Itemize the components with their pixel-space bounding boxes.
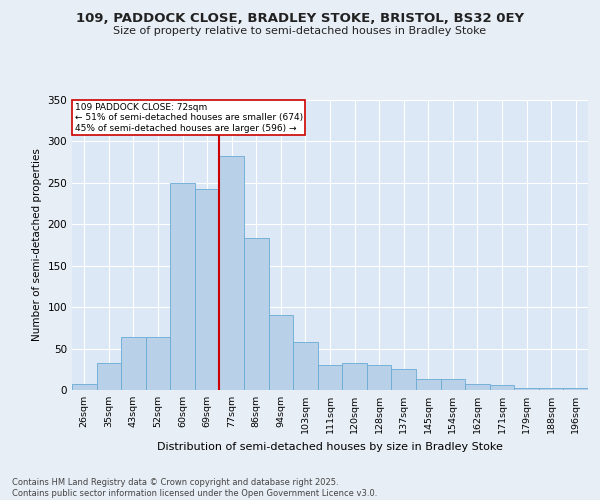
Bar [220, 156, 244, 390]
Bar [440, 379, 465, 390]
Bar [293, 342, 318, 390]
Bar [170, 183, 195, 390]
Text: 109, PADDOCK CLOSE, BRADLEY STOKE, BRISTOL, BS32 0EY: 109, PADDOCK CLOSE, BRADLEY STOKE, BRIST… [76, 12, 524, 26]
X-axis label: Distribution of semi-detached houses by size in Bradley Stoke: Distribution of semi-detached houses by … [157, 442, 503, 452]
Bar [244, 238, 269, 390]
Text: Size of property relative to semi-detached houses in Bradley Stoke: Size of property relative to semi-detach… [113, 26, 487, 36]
Bar [367, 365, 391, 390]
Y-axis label: Number of semi-detached properties: Number of semi-detached properties [32, 148, 42, 342]
Bar [490, 385, 514, 390]
Text: 109 PADDOCK CLOSE: 72sqm
← 51% of semi-detached houses are smaller (674)
45% of : 109 PADDOCK CLOSE: 72sqm ← 51% of semi-d… [74, 103, 303, 132]
Bar [72, 384, 97, 390]
Bar [539, 388, 563, 390]
Bar [342, 364, 367, 390]
Text: Contains HM Land Registry data © Crown copyright and database right 2025.
Contai: Contains HM Land Registry data © Crown c… [12, 478, 377, 498]
Bar [269, 316, 293, 390]
Bar [97, 362, 121, 390]
Bar [514, 388, 539, 390]
Bar [391, 370, 416, 390]
Bar [146, 337, 170, 390]
Bar [465, 384, 490, 390]
Bar [563, 388, 588, 390]
Bar [318, 365, 342, 390]
Bar [121, 337, 146, 390]
Bar [195, 188, 220, 390]
Bar [416, 379, 440, 390]
